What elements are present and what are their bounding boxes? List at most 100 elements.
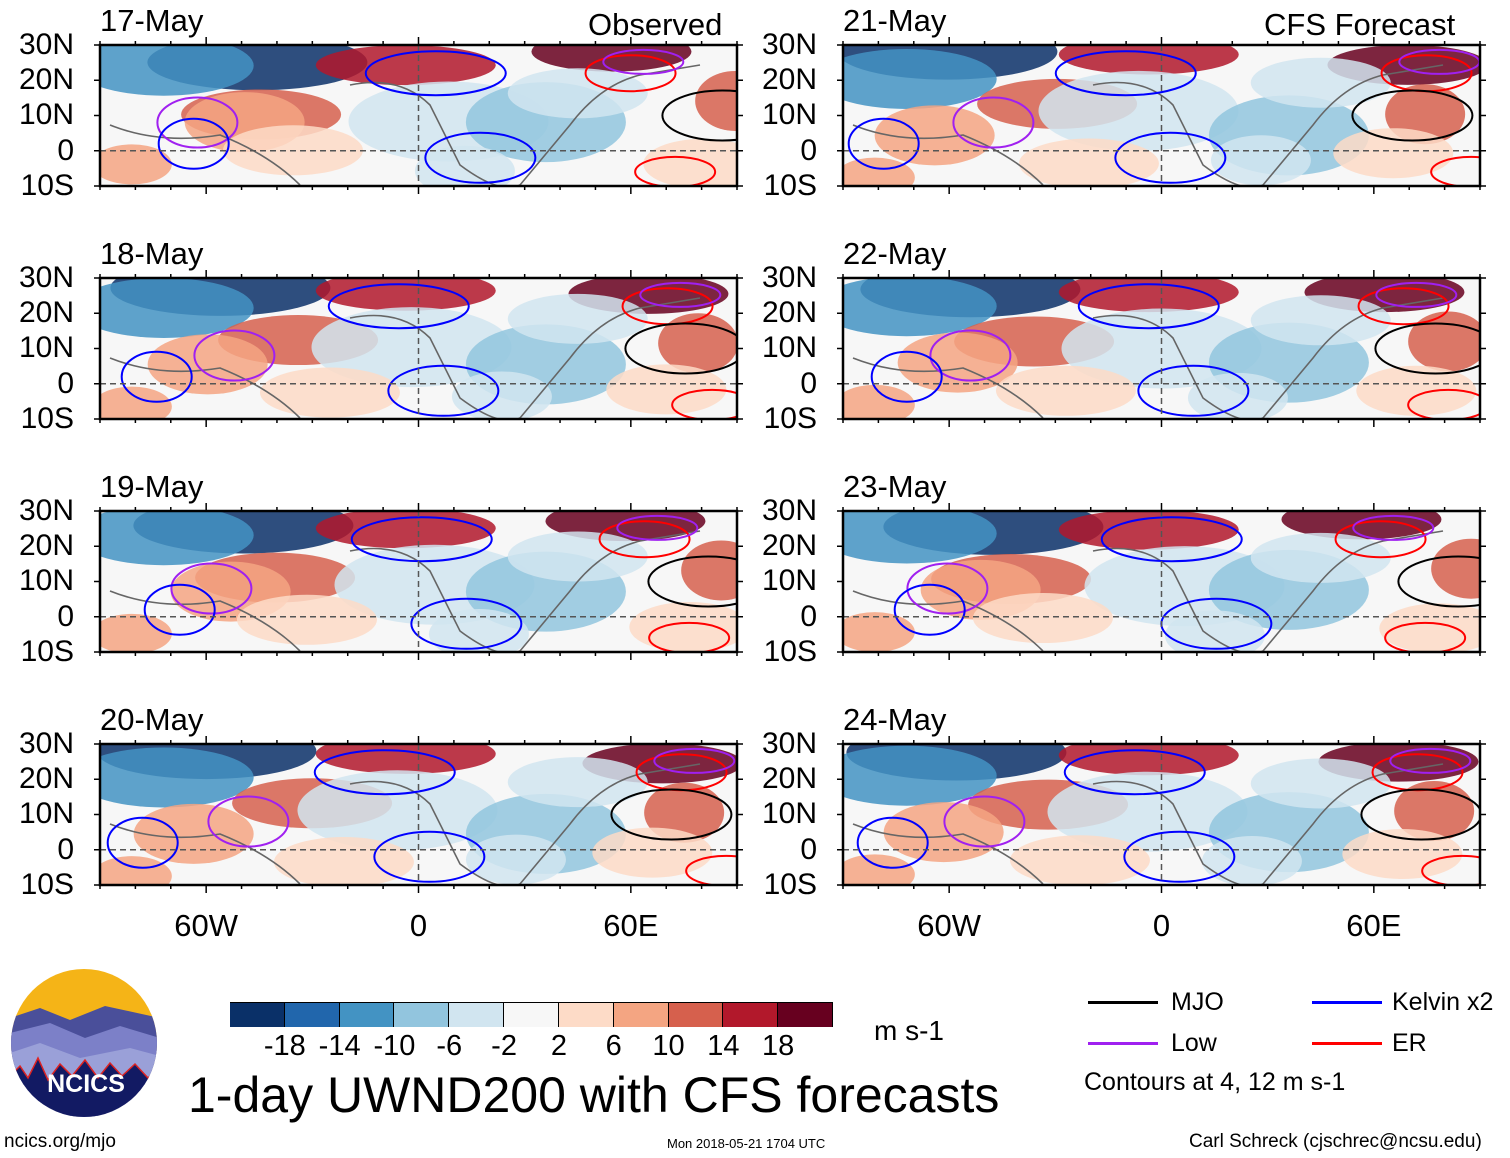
wave-contour bbox=[410, 597, 523, 650]
lat-label: 30N bbox=[18, 28, 74, 61]
legend-label-low: Low bbox=[1171, 1029, 1217, 1057]
lon-label: 60W bbox=[174, 908, 239, 943]
coastline bbox=[109, 357, 301, 419]
wave-contour bbox=[653, 747, 736, 774]
colorbar-label: 18 bbox=[762, 1030, 795, 1062]
colorbar-swatch bbox=[394, 1003, 450, 1027]
wave-contour bbox=[893, 583, 966, 636]
forecast-label: CFS Forecast bbox=[1264, 7, 1456, 42]
wind-anomaly-region bbox=[843, 745, 997, 806]
wind-anomaly-region bbox=[1187, 372, 1288, 419]
colorbar-swatch bbox=[778, 1003, 833, 1027]
wave-contour bbox=[1389, 747, 1472, 774]
wave-contour bbox=[120, 350, 193, 403]
lat-label: 20N bbox=[18, 296, 74, 330]
lat-label: 20N bbox=[761, 529, 817, 563]
legend-line-er bbox=[1312, 1042, 1382, 1045]
wave-contour bbox=[1077, 283, 1220, 330]
map-panel bbox=[94, 270, 743, 427]
wave-contour bbox=[1054, 50, 1197, 97]
wave-contour bbox=[856, 816, 929, 869]
wave-contour bbox=[1063, 749, 1206, 796]
lat-label: 30N bbox=[761, 494, 817, 527]
wind-anomaly-region bbox=[315, 45, 496, 86]
logo-text: NCICS bbox=[47, 1070, 125, 1098]
wave-contour bbox=[387, 364, 500, 417]
figure-title: 1-day UWND200 with CFS forecasts bbox=[188, 1067, 1000, 1123]
wind-anomaly-region bbox=[972, 593, 1113, 644]
wind-anomaly-region bbox=[236, 594, 377, 645]
wave-contour bbox=[602, 48, 685, 75]
wind-anomaly-region bbox=[1058, 744, 1239, 776]
wave-contour bbox=[584, 54, 677, 93]
wave-contour bbox=[639, 281, 722, 308]
colorbar-swatch bbox=[339, 1003, 395, 1027]
legend-label-er: ER bbox=[1392, 1029, 1427, 1057]
wind-anomaly-region bbox=[1164, 610, 1265, 652]
colorbar-swatch bbox=[284, 1003, 340, 1027]
wind-anomaly-region bbox=[100, 144, 172, 185]
wave-contour bbox=[1407, 388, 1480, 419]
lat-label: 10S bbox=[763, 168, 817, 202]
lat-label: 10S bbox=[20, 168, 74, 202]
panel-date: 24-May bbox=[843, 702, 947, 737]
wind-anomaly-region bbox=[606, 364, 727, 415]
coastline bbox=[109, 124, 301, 186]
wave-contour bbox=[106, 816, 179, 869]
footer-url[interactable]: ncics.org/mjo bbox=[4, 1131, 116, 1152]
legend-label-mjo: MJO bbox=[1171, 988, 1224, 1016]
wave-contour bbox=[671, 388, 737, 419]
wave-contour bbox=[1430, 155, 1480, 186]
wind-anomaly-region bbox=[507, 757, 648, 808]
colorbar-unit: m s-1 bbox=[874, 1015, 944, 1046]
lat-label: 20N bbox=[18, 762, 74, 796]
wind-anomaly-region bbox=[507, 531, 648, 582]
wind-anomaly-region bbox=[100, 511, 254, 566]
wave-contour bbox=[648, 621, 731, 652]
panel-date: 17-May bbox=[100, 3, 204, 38]
wind-anomaly-region bbox=[995, 365, 1136, 416]
lat-label: 30N bbox=[761, 28, 817, 61]
wind-anomaly-region bbox=[883, 802, 1004, 863]
wave-contour bbox=[1357, 287, 1450, 326]
wave-contour bbox=[1114, 131, 1227, 184]
wave-contour bbox=[193, 329, 276, 382]
wave-contour bbox=[943, 795, 1026, 848]
lat-label: 10S bbox=[20, 634, 74, 668]
colorbar-label: 2 bbox=[550, 1030, 567, 1062]
wind-anomaly-region bbox=[100, 278, 254, 338]
colorbar-label: 6 bbox=[605, 1030, 622, 1062]
lat-label: 10N bbox=[761, 564, 817, 598]
lat-label: 10N bbox=[761, 797, 817, 831]
wind-anomaly-region bbox=[1250, 295, 1391, 346]
lat-label: 10N bbox=[761, 331, 817, 365]
wind-anomaly-region bbox=[643, 138, 737, 186]
observed-label: Observed bbox=[588, 7, 723, 42]
wind-anomaly-region bbox=[843, 854, 915, 885]
wave-contour bbox=[1137, 364, 1250, 417]
lat-label: 0 bbox=[57, 133, 74, 167]
lat-label: 10S bbox=[20, 867, 74, 901]
lat-label: 10S bbox=[763, 634, 817, 668]
wave-contour bbox=[170, 562, 253, 615]
wave-contour bbox=[598, 520, 691, 559]
wind-anomaly-region bbox=[1408, 311, 1480, 372]
lat-label: 20N bbox=[761, 63, 817, 97]
wave-contour bbox=[870, 350, 943, 403]
wind-anomaly-region bbox=[843, 157, 915, 186]
wave-contour bbox=[350, 516, 493, 563]
wind-anomaly-region bbox=[1250, 57, 1391, 108]
lat-label: 30N bbox=[761, 727, 817, 760]
wave-contour bbox=[424, 131, 537, 184]
wind-anomaly-region bbox=[273, 837, 414, 885]
wave-contour bbox=[1384, 621, 1467, 652]
colorbar-label: -14 bbox=[318, 1030, 361, 1062]
colorbar-label: 10 bbox=[652, 1030, 685, 1062]
wave-contour bbox=[1421, 854, 1480, 885]
wind-anomaly-region bbox=[843, 278, 997, 337]
wave-contour bbox=[156, 96, 239, 149]
wind-anomaly-region bbox=[1009, 835, 1150, 885]
lat-label: 10N bbox=[18, 797, 74, 831]
wave-contour bbox=[313, 749, 456, 796]
panel-date: 22-May bbox=[843, 236, 947, 271]
